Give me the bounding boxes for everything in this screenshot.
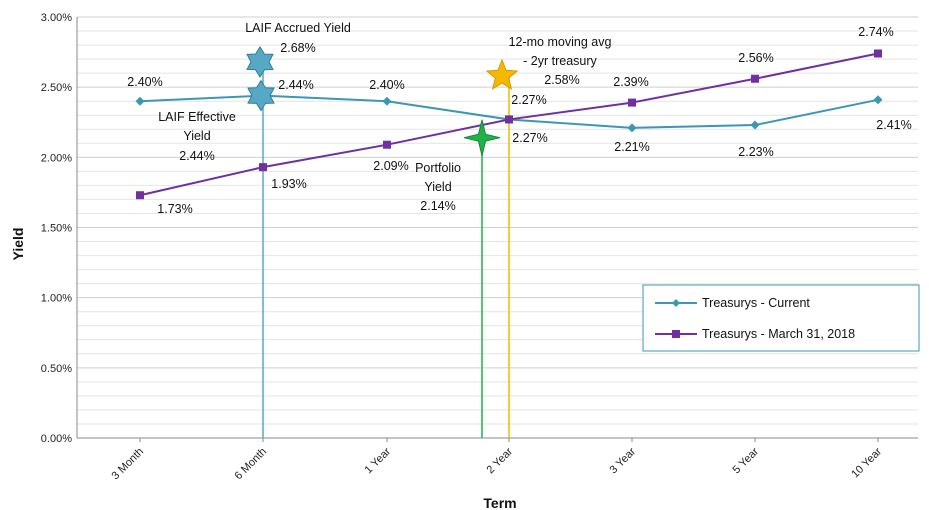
point-treasurys-march-31-2018-10-year [874, 49, 882, 58]
x-tick-label-2-year: 2 Year [485, 445, 516, 476]
legend-label-current: Treasurys - Current [702, 296, 810, 310]
y-tick-label: 2.00% [41, 152, 72, 164]
x-tick-label-10-year: 10 Year [849, 445, 884, 480]
legend-box [642, 284, 920, 352]
y-tick-label: 0.50% [41, 363, 72, 375]
legend-entry-current: Treasurys - Current [655, 296, 810, 310]
y-tick-label: 1.50% [41, 223, 72, 235]
data-label-treasurys-current-6-month: 2.44% [278, 78, 313, 92]
annotation-laif-accrued-line: 2.68% [280, 41, 315, 55]
data-label-treasurys-march-31-2018-3-month: 1.73% [157, 202, 192, 216]
data-label-treasurys-march-31-2018-3-year: 2.39% [613, 75, 648, 89]
point-treasurys-march-31-2018-1-year [383, 140, 391, 149]
gridlines [77, 16, 918, 425]
data-label-treasurys-march-31-2018-5-year: 2.56% [738, 51, 773, 65]
x-tick-label-1-year: 1 Year [363, 445, 394, 476]
annotation-moving-avg: 12-mo moving avg - 2yr treasury 2.58% [509, 35, 612, 87]
x-tick-label-5-year: 5 Year [731, 445, 762, 476]
point-treasurys-current-10-year [873, 95, 883, 105]
annotation-markers [246, 45, 519, 156]
annotation-portfolio-yield: Portfolio Yield 2.14% [415, 161, 461, 213]
data-labels: 2.40% 2.44% 2.40% 2.27% 2.21% 2.23% 2.41% 1.73%… [127, 25, 911, 216]
point-treasurys-march-31-2018-3-month [136, 191, 144, 200]
x-tick-label-3-year: 3 Year [608, 445, 639, 476]
data-label-treasurys-march-31-2018-10-year: 2.74% [858, 25, 893, 39]
point-treasurys-march-31-2018-2-year [505, 115, 513, 124]
legend-marker-march-2018 [672, 330, 680, 338]
point-treasurys-current-3-year [627, 123, 637, 133]
legend-marker-current [672, 299, 680, 307]
annotation-moving-avg-line: 2.58% [544, 73, 579, 87]
annotation-laif-effective: LAIF Effective Yield 2.44% [158, 110, 236, 163]
annotation-marker-moving-avg [485, 58, 519, 90]
x-axis-title: Term [483, 495, 516, 510]
annotation-laif-accrued-line: LAIF Accrued Yield [245, 21, 351, 35]
data-label-treasurys-current-5-year: 2.23% [738, 145, 773, 159]
data-label-treasurys-current-1-year: 2.40% [369, 78, 404, 92]
annotation-moving-avg-line: 12-mo moving avg [509, 35, 612, 49]
legend-entry-march-2018: Treasurys - March 31, 2018 [655, 327, 855, 341]
annotation-droplines [262, 61, 510, 438]
y-tick-label: 1.00% [41, 293, 72, 305]
x-axis-ticks: 3 Month 6 Month 1 Year 2 Year 3 Year 5 Year 10… [110, 438, 884, 483]
data-label-treasurys-current-3-month: 2.40% [127, 75, 162, 89]
data-label-treasurys-march-31-2018-2-year: 2.27% [512, 131, 547, 145]
y-tick-label: 0.00% [41, 433, 72, 445]
annotation-portfolio-yield-line: Yield [424, 180, 451, 194]
y-axis-ticks: 0.00% 0.50% 1.00% 1.50% 2.00% 2.50% 3.00% [41, 12, 72, 445]
annotation-laif-effective-line: 2.44% [179, 149, 214, 163]
annotation-portfolio-yield-line: Portfolio [415, 161, 461, 175]
annotation-laif-effective-line: Yield [183, 129, 210, 143]
data-label-treasurys-march-31-2018-1-year: 2.09% [373, 159, 408, 173]
annotation-portfolio-yield-line: 2.14% [420, 199, 455, 213]
annotation-marker-portfolio-yield [463, 119, 501, 156]
legend: Treasurys - Current Treasurys - March 31… [642, 284, 920, 352]
annotation-moving-avg-line: - 2yr treasury [523, 54, 597, 68]
point-treasurys-march-31-2018-6-month [259, 163, 267, 172]
x-tick-label-6-month: 6 Month [233, 446, 270, 483]
legend-label-march-2018: Treasurys - March 31, 2018 [702, 327, 855, 341]
annotation-marker-laif-effective [247, 79, 275, 112]
data-label-treasurys-current-3-year: 2.21% [614, 140, 649, 154]
point-treasurys-current-3-month [135, 96, 145, 106]
point-treasurys-march-31-2018-3-year [628, 98, 636, 107]
data-label-treasurys-current-10-year: 2.41% [876, 118, 911, 132]
y-axis-title: Yield [10, 228, 26, 261]
data-label-treasurys-march-31-2018-6-month: 1.93% [271, 177, 306, 191]
annotation-laif-effective-line: LAIF Effective [158, 110, 236, 124]
annotation-labels: LAIF Accrued Yield 2.68% LAIF Effective Yie… [158, 21, 611, 213]
y-tick-label: 3.00% [41, 12, 72, 24]
annotation-laif-accrued: LAIF Accrued Yield 2.68% [245, 21, 351, 55]
point-treasurys-current-5-year [750, 120, 760, 130]
data-label-treasurys-current-2-year: 2.27% [511, 93, 546, 107]
point-treasurys-current-1-year [382, 96, 392, 106]
point-treasurys-march-31-2018-5-year [751, 74, 759, 83]
x-tick-label-3-month: 3 Month [110, 446, 147, 483]
annotation-marker-laif-accrued [246, 45, 274, 78]
y-tick-label: 2.50% [41, 82, 72, 94]
